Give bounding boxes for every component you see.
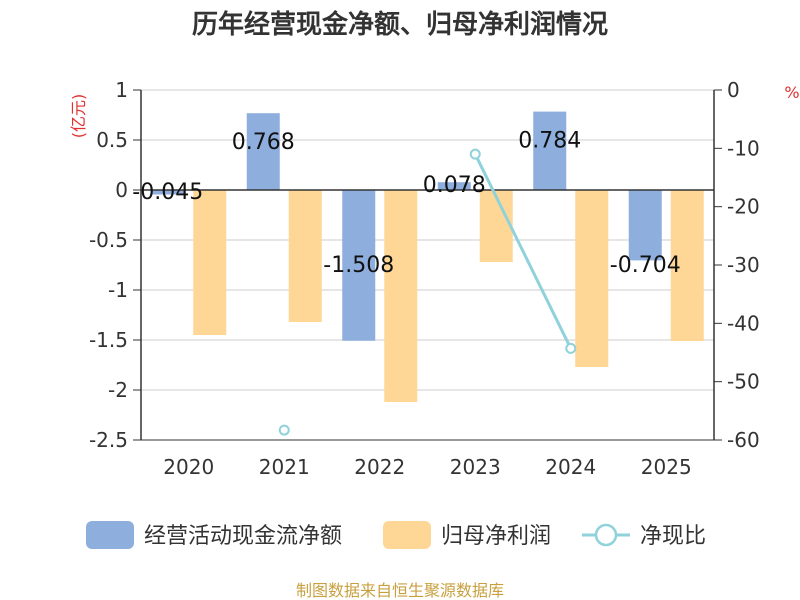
legend-swatch-net-profit xyxy=(383,521,431,549)
left-tick-label: -2.5 xyxy=(89,428,128,452)
right-tick-label: -30 xyxy=(727,253,760,277)
data-label-cashflow: 0.078 xyxy=(423,173,486,198)
legend-label-net-profit: 归母净利润 xyxy=(441,524,551,549)
x-tick-label: 2025 xyxy=(641,455,692,479)
bar-net-profit xyxy=(479,190,513,262)
axes xyxy=(133,89,722,441)
left-tick-label: -1 xyxy=(108,278,128,302)
right-tick-label: -10 xyxy=(727,136,760,160)
legend: 经营活动现金流净额 归母净利润 净现比 xyxy=(86,521,706,549)
data-label-cashflow: 0.768 xyxy=(232,130,295,155)
legend-label-cashflow: 经营活动现金流净额 xyxy=(144,524,342,549)
chart-title: 历年经营现金净额、归母净利润情况 xyxy=(192,9,608,40)
ratio-point xyxy=(278,424,290,436)
data-label-cashflow: -0.045 xyxy=(132,180,203,205)
bar-cashflow xyxy=(533,111,567,190)
ratio-point xyxy=(565,342,577,354)
bar-cashflow xyxy=(437,182,471,190)
right-tick-label: -60 xyxy=(727,428,760,452)
right-tick-label: -50 xyxy=(727,370,760,394)
bars xyxy=(151,111,704,402)
bar-net-profit xyxy=(288,190,322,322)
x-tick-label: 2021 xyxy=(259,455,310,479)
tick-labels: 1 0.5 0 -0.5 -1 -1.5 -2 -2.5 0 -10 -20 -30 -40 -50 -60… xyxy=(89,78,760,479)
data-label-cashflow: -1.508 xyxy=(323,253,394,278)
bar-cashflow xyxy=(151,190,185,195)
left-tick-label: -1.5 xyxy=(89,328,128,352)
right-tick-label: 0 xyxy=(727,78,740,102)
left-tick-label: -2 xyxy=(108,378,128,402)
bar-cashflow xyxy=(342,190,376,341)
bar-cashflow xyxy=(628,190,662,261)
x-tick-label: 2024 xyxy=(545,455,596,479)
legend-swatch-cashflow xyxy=(86,521,134,549)
ratio-line-segment xyxy=(473,153,573,350)
bar-cashflow xyxy=(246,113,280,190)
bar-net-profit xyxy=(193,190,227,335)
data-label-cashflow: 0.784 xyxy=(518,129,581,154)
bar-net-profit xyxy=(575,190,609,367)
left-tick-label: 0.5 xyxy=(96,128,128,152)
legend-marker-ratio xyxy=(594,523,618,547)
bar-net-profit xyxy=(384,190,418,402)
ratio-point xyxy=(469,148,481,160)
data-label-cashflow: -0.704 xyxy=(610,253,681,278)
x-tick-label: 2023 xyxy=(450,455,501,479)
bar-net-profit xyxy=(670,190,704,341)
left-axis-unit: (亿元) xyxy=(69,94,88,139)
x-tick-label: 2022 xyxy=(354,455,405,479)
right-tick-label: -20 xyxy=(727,195,760,219)
data-labels: -0.045 0.768 -1.508 0.078 0.784 -0.704 xyxy=(132,129,680,278)
right-axis-unit: % xyxy=(784,83,799,102)
right-tick-label: -40 xyxy=(727,311,760,335)
data-source: 制图数据来自恒生聚源数据库 xyxy=(296,581,504,600)
left-tick-label: 1 xyxy=(115,78,128,102)
legend-label-ratio: 净现比 xyxy=(640,524,706,549)
x-tick-label: 2020 xyxy=(163,455,214,479)
left-tick-label: 0 xyxy=(115,178,128,202)
left-tick-label: -0.5 xyxy=(89,228,128,252)
ratio-line xyxy=(278,148,577,436)
